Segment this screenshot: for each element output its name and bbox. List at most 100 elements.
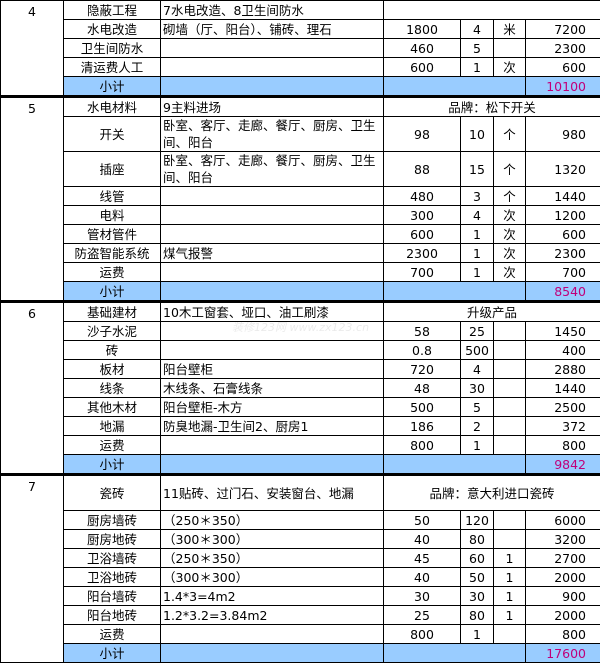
subtotal-label: 小计 xyxy=(64,455,161,475)
section-number: 5 xyxy=(1,97,64,302)
item-total: 900 xyxy=(526,587,600,606)
section-number: 6 xyxy=(1,302,64,475)
item-unit: 米 xyxy=(494,20,526,39)
item-price: 800 xyxy=(384,436,461,455)
subtotal-value: 9842 xyxy=(526,455,600,475)
section-brand: 品牌：意大利进口瓷砖 xyxy=(384,475,600,511)
item-name: 卫生间防水 xyxy=(64,39,161,58)
item-price: 800 xyxy=(384,625,461,644)
item-name: 阳台地砖 xyxy=(64,606,161,625)
item-qty: 1 xyxy=(461,58,494,77)
item-unit: 个 xyxy=(494,152,526,187)
section-note: 10木工窗套、垭口、油工刷漆 xyxy=(161,302,384,322)
item-qty: 2 xyxy=(461,417,494,436)
section-name: 水电材料 xyxy=(64,97,161,117)
item-qty: 30 xyxy=(461,379,494,398)
item-total: 1320 xyxy=(526,152,600,187)
subtotal-blank xyxy=(161,455,384,475)
section-note: 9主料进场 xyxy=(161,97,384,117)
item-total: 3200 xyxy=(526,530,600,549)
item-price: 58 xyxy=(384,322,461,341)
item-qty: 1 xyxy=(461,263,494,282)
subtotal-blank xyxy=(161,77,384,97)
item-price: 186 xyxy=(384,417,461,436)
item-unit xyxy=(494,511,526,530)
item-desc: 阳台壁柜 xyxy=(161,360,384,379)
item-total: 600 xyxy=(526,225,600,244)
subtotal-blank xyxy=(384,455,526,475)
item-unit xyxy=(494,530,526,549)
item-unit: 个 xyxy=(494,117,526,152)
subtotal-blank xyxy=(384,282,526,302)
item-desc: 砌墙（厅、阳台）、铺砖、理石 xyxy=(161,20,384,39)
subtotal-blank xyxy=(384,77,526,97)
item-total: 7200 xyxy=(526,20,600,39)
item-name: 水电改造 xyxy=(64,20,161,39)
item-unit: 1 xyxy=(494,549,526,568)
item-qty: 500 xyxy=(461,341,494,360)
item-qty: 3 xyxy=(461,187,494,206)
item-name: 电料 xyxy=(64,206,161,225)
item-desc: 木线条、石膏线条 xyxy=(161,379,384,398)
item-unit: 次 xyxy=(494,244,526,263)
item-desc: （300＊300） xyxy=(161,530,384,549)
section-name: 瓷砖 xyxy=(64,475,161,511)
item-desc xyxy=(161,39,384,58)
item-price: 500 xyxy=(384,398,461,417)
item-qty: 4 xyxy=(461,360,494,379)
subtotal-blank xyxy=(161,644,384,663)
item-desc: （300＊300） xyxy=(161,568,384,587)
item-name: 运费 xyxy=(64,263,161,282)
item-name: 阳台墙砖 xyxy=(64,587,161,606)
item-unit xyxy=(494,379,526,398)
item-price: 720 xyxy=(384,360,461,379)
item-price: 460 xyxy=(384,39,461,58)
item-name: 线条 xyxy=(64,379,161,398)
item-desc xyxy=(161,225,384,244)
item-qty: 4 xyxy=(461,20,494,39)
item-qty: 1 xyxy=(461,244,494,263)
item-total: 2000 xyxy=(526,568,600,587)
item-price: 480 xyxy=(384,187,461,206)
subtotal-blank xyxy=(161,282,384,302)
item-price: 88 xyxy=(384,152,461,187)
item-name: 卫浴地砖 xyxy=(64,568,161,587)
section-brand: 升级产品 xyxy=(384,302,600,322)
item-name: 板材 xyxy=(64,360,161,379)
item-unit xyxy=(494,417,526,436)
item-qty: 1 xyxy=(461,436,494,455)
section-name: 基础建材 xyxy=(64,302,161,322)
item-total: 2300 xyxy=(526,244,600,263)
item-qty: 120 xyxy=(461,511,494,530)
item-price: 98 xyxy=(384,117,461,152)
section-number: 7 xyxy=(1,475,64,663)
item-unit: 个 xyxy=(494,187,526,206)
item-name: 卫浴墙砖 xyxy=(64,549,161,568)
item-name: 沙子水泥 xyxy=(64,322,161,341)
item-desc: 煤气报警 xyxy=(161,244,384,263)
item-total: 700 xyxy=(526,263,600,282)
item-unit: 次 xyxy=(494,58,526,77)
subtotal-label: 小计 xyxy=(64,77,161,97)
subtotal-label: 小计 xyxy=(64,644,161,663)
item-total: 2000 xyxy=(526,606,600,625)
subtotal-blank xyxy=(384,644,526,663)
item-price: 40 xyxy=(384,568,461,587)
section-name: 隐蔽工程 xyxy=(64,1,161,20)
item-total: 800 xyxy=(526,436,600,455)
